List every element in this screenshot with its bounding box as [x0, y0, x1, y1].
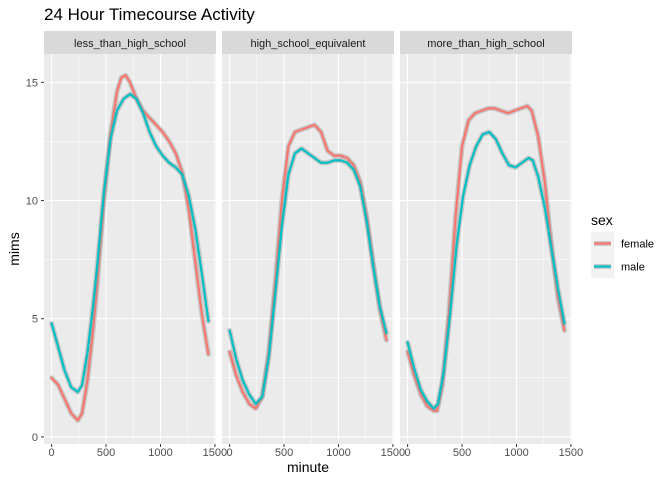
series-line-female [228, 123, 388, 410]
x-tick-label: 1500 [203, 447, 227, 459]
facet-strip-label: more_than_high_school [427, 38, 544, 50]
y-tick-label: 15 [26, 77, 38, 89]
series-line-female [50, 74, 210, 422]
legend-label-male: male [621, 262, 645, 274]
panel-background [400, 54, 572, 444]
y-axis-title: mims [6, 232, 22, 265]
facet-strip-label: high_school_equivalent [251, 38, 366, 50]
series-line-male [228, 147, 388, 405]
panel-background [44, 54, 216, 444]
x-tick-label: 1500 [381, 447, 405, 459]
x-tick-label: 0 [227, 447, 233, 459]
facet-strip-label: less_than_high_school [74, 38, 186, 50]
series-line-male [406, 130, 566, 410]
x-tick-label: 0 [405, 447, 411, 459]
y-tick-label: 0 [32, 432, 38, 444]
x-tick-label: 500 [275, 447, 293, 459]
x-tick-label: 1000 [326, 447, 350, 459]
x-axis-title: minute [287, 459, 329, 475]
x-tick-label: 500 [453, 447, 471, 459]
plot-title: 24 Hour Timecourse Activity [44, 5, 255, 24]
y-tick-label: 5 [32, 314, 38, 326]
series-line-female [406, 104, 566, 413]
x-tick-label: 1000 [504, 447, 528, 459]
facet-strip [400, 31, 572, 54]
panel-background [222, 54, 394, 444]
legend-title: sex [591, 212, 613, 228]
x-tick-label: 1000 [148, 447, 172, 459]
facet-strip [44, 31, 216, 54]
x-tick-label: 1500 [559, 447, 583, 459]
y-tick-label: 10 [26, 196, 38, 208]
x-tick-label: 0 [49, 447, 55, 459]
x-tick-label: 500 [97, 447, 115, 459]
facet-strip [222, 31, 394, 54]
legend-label-female: female [621, 239, 654, 251]
series-line-male [50, 93, 210, 394]
